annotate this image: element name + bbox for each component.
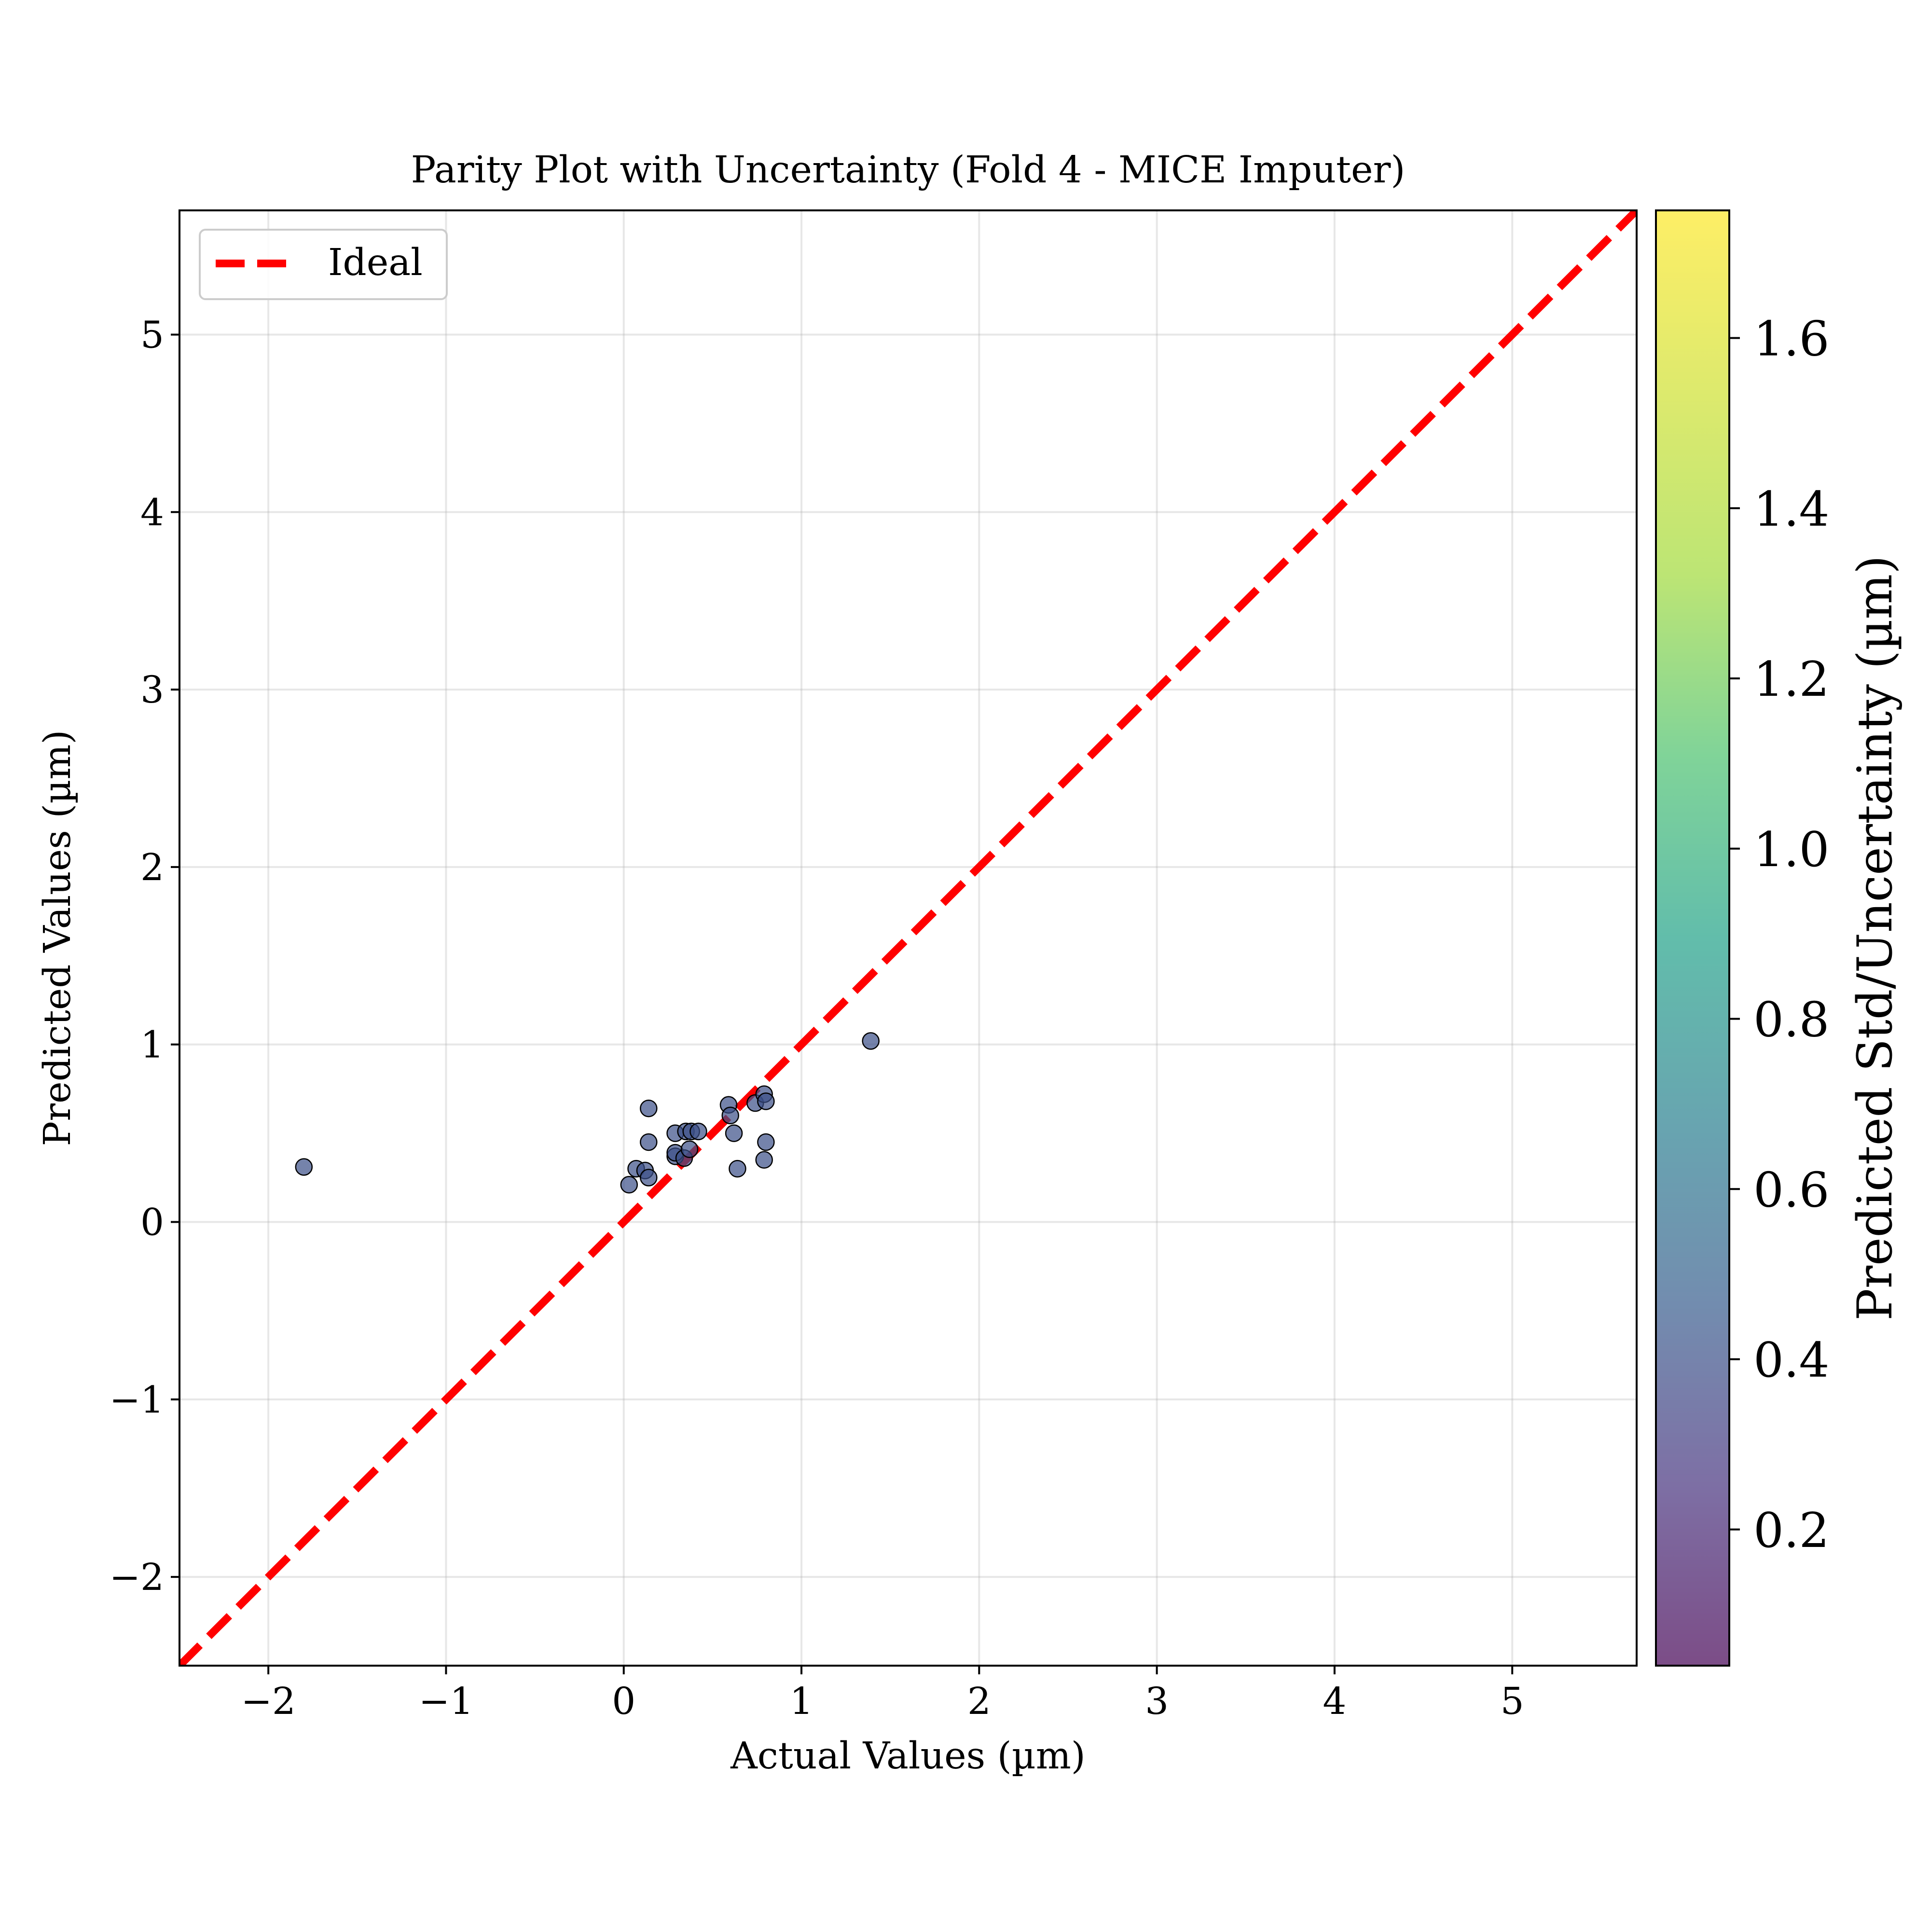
colorbar-tick-label: 1.6 xyxy=(1753,312,1829,367)
y-tick-label: 3 xyxy=(140,669,164,712)
x-tick-label: 2 xyxy=(967,1680,991,1723)
x-tick-label: −1 xyxy=(419,1680,474,1723)
colorbar-tick-label: 0.2 xyxy=(1753,1503,1829,1559)
colorbar-tick-label: 1.4 xyxy=(1753,482,1829,537)
data-point xyxy=(640,1099,658,1118)
scatter-points xyxy=(295,1032,880,1194)
grid-lines xyxy=(179,210,1637,1666)
colorbar-tick-label: 0.6 xyxy=(1753,1162,1829,1218)
chart-title: Parity Plot with Uncertainty (Fold 4 - M… xyxy=(411,149,1406,192)
colorbar xyxy=(1655,209,1730,1667)
data-point xyxy=(680,1140,699,1158)
y-tick-label: −2 xyxy=(109,1556,164,1599)
y-tick-label: 5 xyxy=(140,314,164,357)
legend: Ideal xyxy=(199,229,448,300)
x-tick-label: 4 xyxy=(1323,1680,1346,1723)
x-tick-label: 5 xyxy=(1501,1680,1524,1723)
y-axis-ticks: −2 −1 0 1 2 3 4 5 xyxy=(109,314,179,1599)
y-tick-label: −1 xyxy=(109,1379,164,1421)
ideal-line xyxy=(179,210,1637,1666)
data-point xyxy=(755,1151,773,1169)
y-tick-label: 4 xyxy=(140,491,164,534)
x-axis-label: Actual Values (µm) xyxy=(730,1735,1086,1778)
data-point xyxy=(757,1133,775,1151)
colorbar-tick-label: 0.8 xyxy=(1753,993,1829,1048)
legend-box xyxy=(199,229,448,300)
data-point xyxy=(620,1175,638,1194)
colorbar-tick-label: 0.4 xyxy=(1753,1333,1829,1388)
data-point xyxy=(757,1092,775,1110)
y-axis-label: Predicted Values (µm) xyxy=(36,730,79,1146)
y-tick-label: 0 xyxy=(140,1201,164,1244)
legend-ideal-label: Ideal xyxy=(328,241,423,284)
x-tick-label: 0 xyxy=(612,1680,635,1723)
colorbar-label: Predicted Std/Uncertainty (µm) xyxy=(1847,555,1903,1321)
data-point xyxy=(862,1032,880,1050)
colorbar-tick-label: 1.2 xyxy=(1753,652,1829,707)
plot-frame xyxy=(179,209,1638,1667)
data-point xyxy=(729,1159,746,1178)
data-point xyxy=(640,1133,658,1151)
x-tick-label: 3 xyxy=(1145,1680,1169,1723)
y-tick-label: 1 xyxy=(140,1024,164,1067)
data-point xyxy=(689,1122,707,1141)
plot-area xyxy=(179,210,1637,1666)
colorbar-ticks: 0.2 0.4 0.6 0.8 1.0 1.2 1.4 1.6 xyxy=(1729,312,1829,1559)
x-axis-ticks: −2 −1 0 1 2 3 4 5 xyxy=(241,1666,1524,1723)
x-tick-label: 1 xyxy=(790,1680,813,1723)
data-point xyxy=(640,1169,658,1187)
data-point xyxy=(725,1124,743,1142)
x-tick-label: −2 xyxy=(241,1680,296,1723)
data-point xyxy=(721,1106,739,1125)
colorbar-tick-label: 1.0 xyxy=(1753,822,1829,878)
y-tick-label: 2 xyxy=(140,846,164,889)
data-point xyxy=(295,1158,313,1176)
